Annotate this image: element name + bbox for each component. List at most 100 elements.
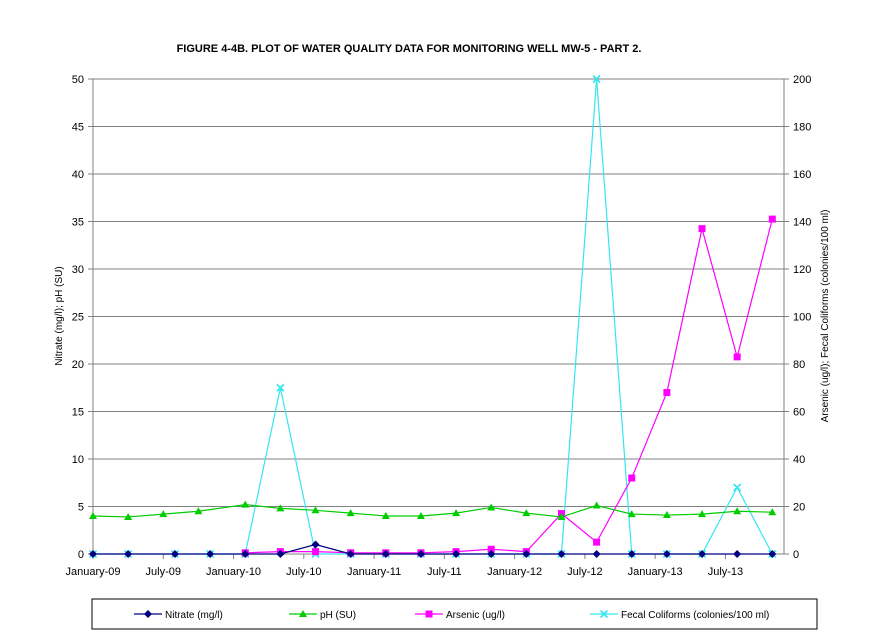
- point-fecal: [592, 74, 601, 84]
- y-axis-left-title: Nitrate (mg/l); pH (SU): [54, 266, 65, 365]
- series-ph: [89, 500, 777, 520]
- point-arsenic: [628, 474, 636, 482]
- y-tick-label-right: 0: [793, 549, 799, 561]
- y-tick-label-left: 30: [72, 264, 84, 276]
- y-tick-label-right: 140: [793, 217, 811, 229]
- point-nitrate: [381, 550, 390, 558]
- point-nitrate: [592, 550, 601, 558]
- point-arsenic: [768, 215, 776, 223]
- series-line-ph: [92, 503, 773, 518]
- point-ph: [627, 510, 636, 518]
- point-ph: [311, 506, 320, 514]
- y-tick-label-right: 200: [793, 74, 811, 86]
- point-ph: [733, 507, 742, 515]
- point-nitrate: [416, 550, 425, 558]
- point-nitrate: [733, 550, 742, 558]
- point-nitrate: [522, 550, 531, 558]
- x-tick-label: July-10: [286, 566, 321, 578]
- point-arsenic: [312, 548, 320, 556]
- legend-label-nitrate: Nitrate (mg/l): [165, 610, 223, 621]
- x-tick-label: January-09: [65, 566, 120, 578]
- x-tick-label: July-11: [427, 566, 462, 578]
- point-nitrate: [698, 550, 707, 558]
- y-tick-label-right: 120: [793, 264, 811, 276]
- y-tick-label-right: 40: [793, 454, 805, 466]
- point-nitrate: [89, 550, 97, 558]
- y-tick-label-left: 45: [72, 122, 84, 134]
- x-tick-label: July-09: [146, 566, 181, 578]
- series-lines: [88, 74, 777, 559]
- point-nitrate: [276, 550, 285, 558]
- point-ph: [698, 510, 707, 518]
- y-tick-label-right: 180: [793, 122, 811, 134]
- legend-label-ph: pH (SU): [320, 610, 356, 621]
- point-ph: [381, 512, 390, 519]
- point-nitrate: [768, 550, 777, 558]
- axes: 0 5 10 15 20 25 30 35 40 45 50 0 20 40 60 80 100 120 140 16…: [65, 74, 811, 578]
- y-axis-right-title: Arsenic (ug/l); Fecal Coliforms (colonie…: [820, 210, 831, 423]
- x-tick-label: January-12: [487, 566, 542, 578]
- chart-title: FIGURE 4-4B. PLOT OF WATER QUALITY DATA …: [177, 43, 642, 55]
- x-tick-label: January-11: [347, 566, 401, 578]
- y-tick-label-left: 5: [78, 502, 84, 514]
- point-ph: [522, 509, 531, 517]
- point-nitrate: [346, 550, 355, 558]
- point-ph: [768, 508, 777, 516]
- point-fecal: [733, 483, 742, 492]
- point-arsenic: [698, 225, 706, 233]
- point-nitrate: [557, 550, 566, 558]
- y-tick-label-left: 0: [78, 549, 84, 561]
- gridlines: [93, 78, 784, 507]
- legend-marker-fecal: [599, 609, 609, 619]
- point-ph: [194, 507, 203, 515]
- legend-box: [91, 598, 818, 630]
- y-tick-label-right: 20: [793, 502, 805, 514]
- point-arsenic: [593, 538, 601, 546]
- y-tick-label-left: 20: [72, 359, 84, 371]
- series-line-arsenic: [245, 218, 773, 554]
- point-ph: [346, 509, 355, 517]
- point-ph: [159, 510, 168, 518]
- legend: Nitrate (mg/l) pH (SU) Arsenic (ug/l) Fecal…: [91, 598, 818, 630]
- x-tick-label: July-12: [567, 566, 602, 578]
- y-tick-label-left: 25: [72, 312, 84, 324]
- y-tick-label-left: 50: [72, 74, 84, 86]
- y-tick-label-left: 15: [72, 407, 84, 419]
- point-ph: [592, 501, 601, 509]
- point-nitrate: [241, 550, 250, 558]
- point-ph: [89, 512, 97, 519]
- point-ph: [124, 512, 133, 520]
- point-arsenic: [733, 353, 741, 361]
- y-tick-label-right: 60: [793, 407, 805, 419]
- point-ph: [557, 512, 566, 520]
- y-tick-label-right: 100: [793, 312, 811, 324]
- legend-marker-ph: [299, 610, 307, 617]
- x-tick-label: January-10: [206, 566, 261, 578]
- y-tick-label-left: 40: [72, 169, 84, 181]
- point-nitrate: [124, 550, 133, 558]
- y-tick-label-right: 160: [793, 169, 811, 181]
- point-nitrate: [627, 550, 636, 558]
- series-line-nitrate: [93, 543, 773, 555]
- legend-label-arsenic: Arsenic (ug/l): [446, 610, 505, 621]
- point-ph: [276, 504, 285, 512]
- point-ph: [416, 512, 425, 519]
- point-ph: [241, 500, 250, 508]
- legend-label-fecal: Fecal Coliforms (colonies/100 ml): [621, 610, 769, 621]
- point-nitrate: [487, 550, 496, 558]
- series-arsenic: [241, 215, 776, 557]
- point-arsenic: [663, 389, 671, 396]
- point-nitrate: [206, 550, 215, 558]
- legend-marker-nitrate: [144, 610, 152, 618]
- x-tick-label: January-13: [628, 566, 683, 578]
- point-fecal: [276, 383, 285, 392]
- legend-marker-arsenic: [425, 610, 433, 618]
- point-nitrate: [170, 550, 179, 558]
- y-tick-label-left: 10: [72, 454, 84, 466]
- point-nitrate: [452, 550, 461, 558]
- point-ph: [662, 511, 671, 519]
- point-ph: [487, 503, 496, 511]
- point-ph: [452, 509, 461, 517]
- point-nitrate: [662, 550, 671, 558]
